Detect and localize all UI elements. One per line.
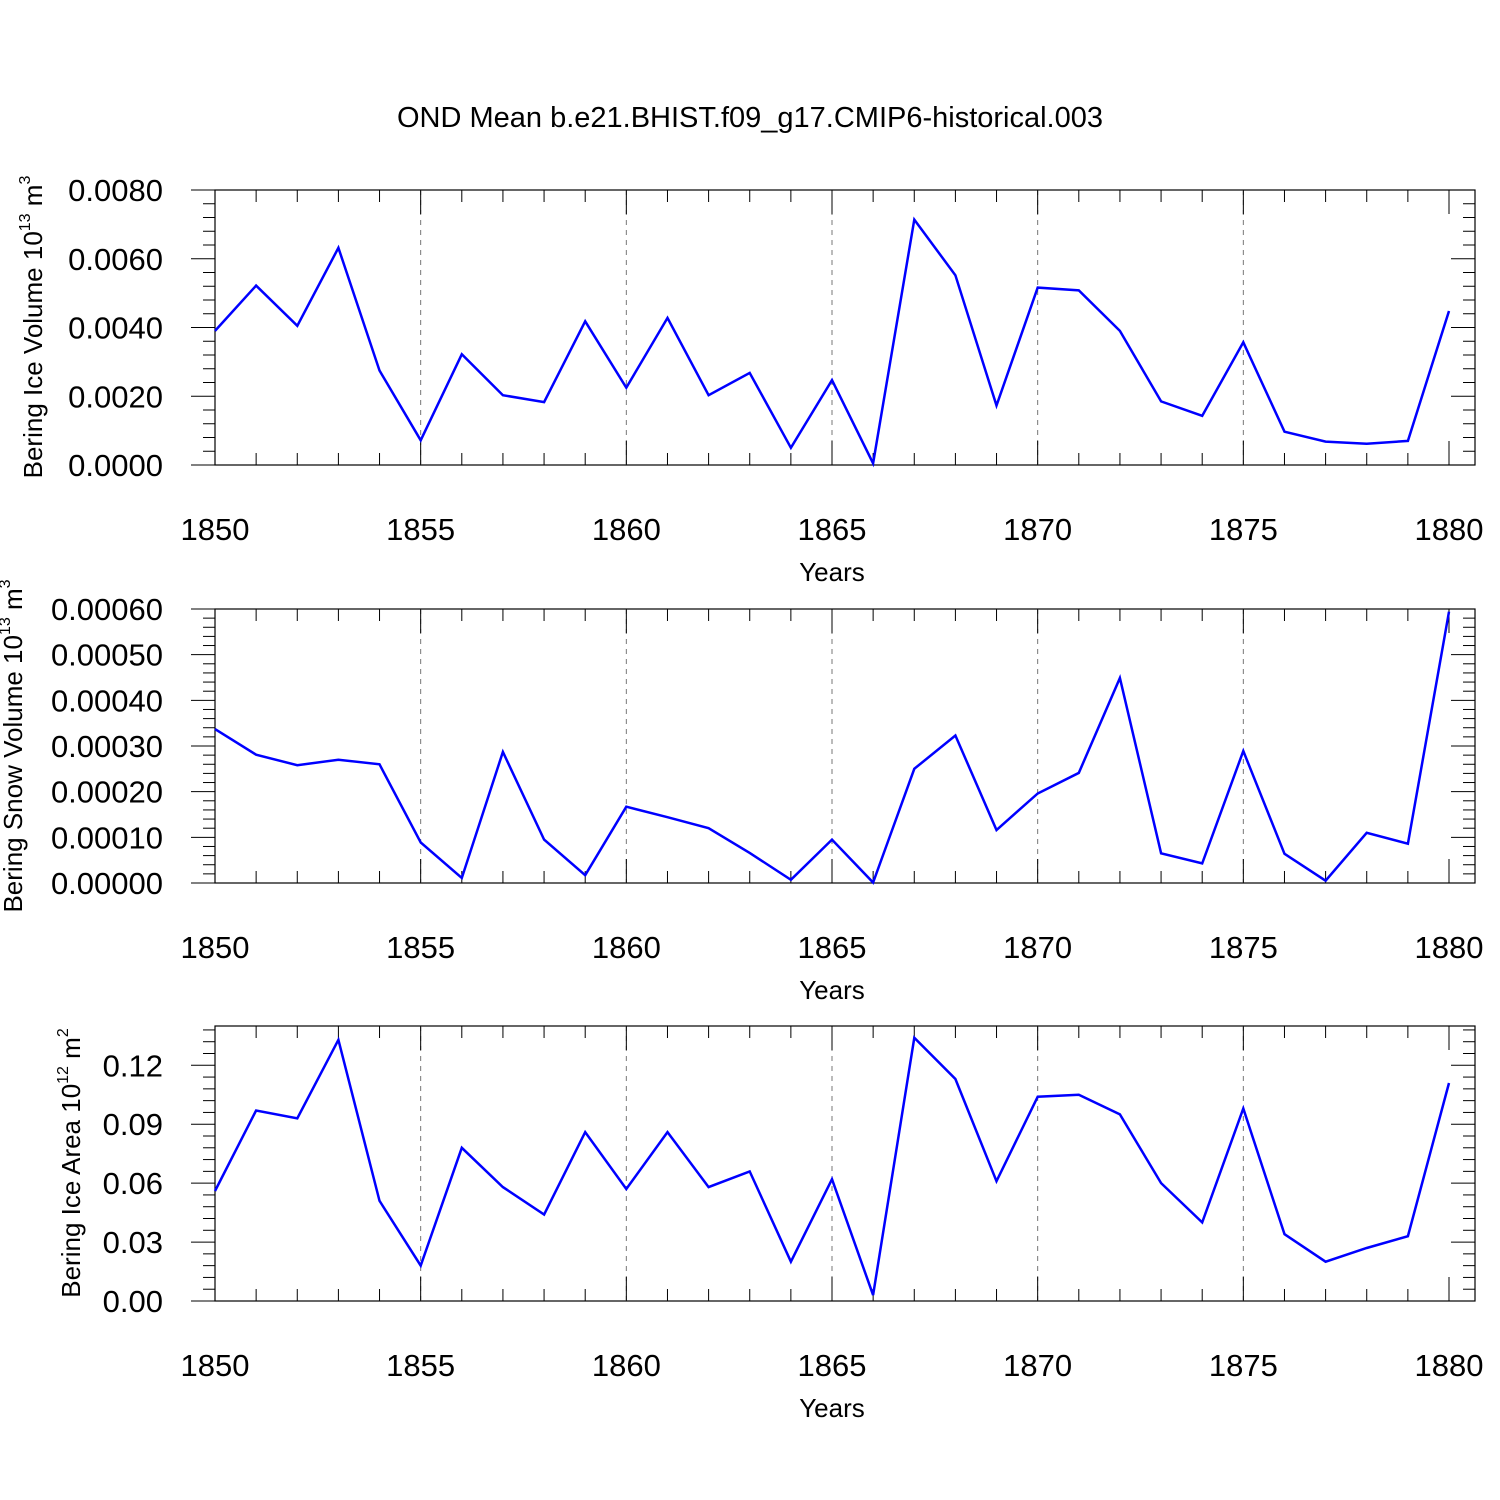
series-line	[213, 1035, 1451, 1296]
x-axis-title: Years	[799, 1393, 865, 1423]
y-tick-label: 0.0040	[68, 311, 163, 346]
x-tick-label: 1880	[1415, 930, 1484, 965]
plot-frame	[214, 189, 1476, 466]
x-tick-label: 1850	[181, 512, 250, 547]
y-tick-label: 0.0060	[68, 242, 163, 277]
y-tick-label: 0.00030	[51, 729, 163, 764]
x-tick-label: 1860	[592, 512, 661, 547]
plot-frame	[214, 608, 1476, 884]
x-tick-label: 1875	[1209, 1348, 1278, 1383]
x-axis-title: Years	[799, 557, 865, 587]
y-tick-label: 0.03	[103, 1225, 163, 1260]
x-tick-label: 1875	[1209, 930, 1278, 965]
y-tick-label: 0.09	[103, 1107, 163, 1142]
y-tick-label: 0.00040	[51, 683, 163, 718]
y-tick-label: 0.06	[103, 1166, 163, 1201]
x-tick-label: 1860	[592, 1348, 661, 1383]
ice-volume-panel: 0.0000 0.0020 0.0040 0.0060 0.0080 1850 1855 18…	[17, 173, 1483, 587]
series-line	[214, 611, 1451, 885]
y-tick-label: 0.00050	[51, 638, 163, 673]
y-tick-label: 0.12	[103, 1048, 163, 1083]
y-tick-label: 0.0080	[68, 173, 163, 208]
x-tick-label: 1870	[1003, 1348, 1072, 1383]
x-tick-label: 1870	[1003, 930, 1072, 965]
x-tick-label: 1865	[798, 512, 867, 547]
y-tick-label: 0.00010	[51, 820, 163, 855]
x-tick-label: 1855	[386, 1348, 455, 1383]
x-tick-label: 1865	[798, 1348, 867, 1383]
x-tick-label: 1850	[181, 930, 250, 965]
figure-title: OND Mean b.e21.BHIST.f09_g17.CMIP6-histo…	[397, 102, 1103, 134]
x-tick-label: 1855	[386, 512, 455, 547]
x-tick-label: 1855	[386, 930, 455, 965]
x-tick-label: 1860	[592, 930, 661, 965]
series-line	[214, 216, 1451, 468]
y-tick-label: 0.0020	[68, 379, 163, 414]
x-tick-label: 1865	[798, 930, 867, 965]
y-axis-title: Bering Snow Volume 1013 m3	[0, 579, 28, 912]
y-tick-label: 0.00060	[51, 592, 163, 627]
y-axis-title: Bering Ice Area 1012 m2	[55, 1028, 86, 1298]
y-tick-label: 0.00020	[51, 775, 163, 810]
y-tick-label: 0.00	[103, 1284, 163, 1319]
y-tick-label: 0.00000	[51, 866, 163, 901]
x-tick-label: 1870	[1003, 512, 1072, 547]
ice-area-panel: 0.00 0.03 0.06 0.09 0.12 1850 1855 1860 1865 1870…	[55, 1025, 1484, 1423]
plot-frame	[214, 1025, 1476, 1302]
snow-volume-panel: 0.00000 0.00010 0.00020 0.00030 0.00040 0.000…	[0, 579, 1483, 1005]
x-tick-label: 1880	[1415, 512, 1484, 547]
y-tick-label: 0.0000	[68, 448, 163, 483]
x-axis-title: Years	[799, 975, 865, 1005]
x-tick-label: 1850	[181, 1348, 250, 1383]
x-tick-label: 1875	[1209, 512, 1278, 547]
x-tick-label: 1880	[1415, 1348, 1484, 1383]
y-axis-title: Bering Ice Volume 1013 m3	[17, 176, 48, 479]
